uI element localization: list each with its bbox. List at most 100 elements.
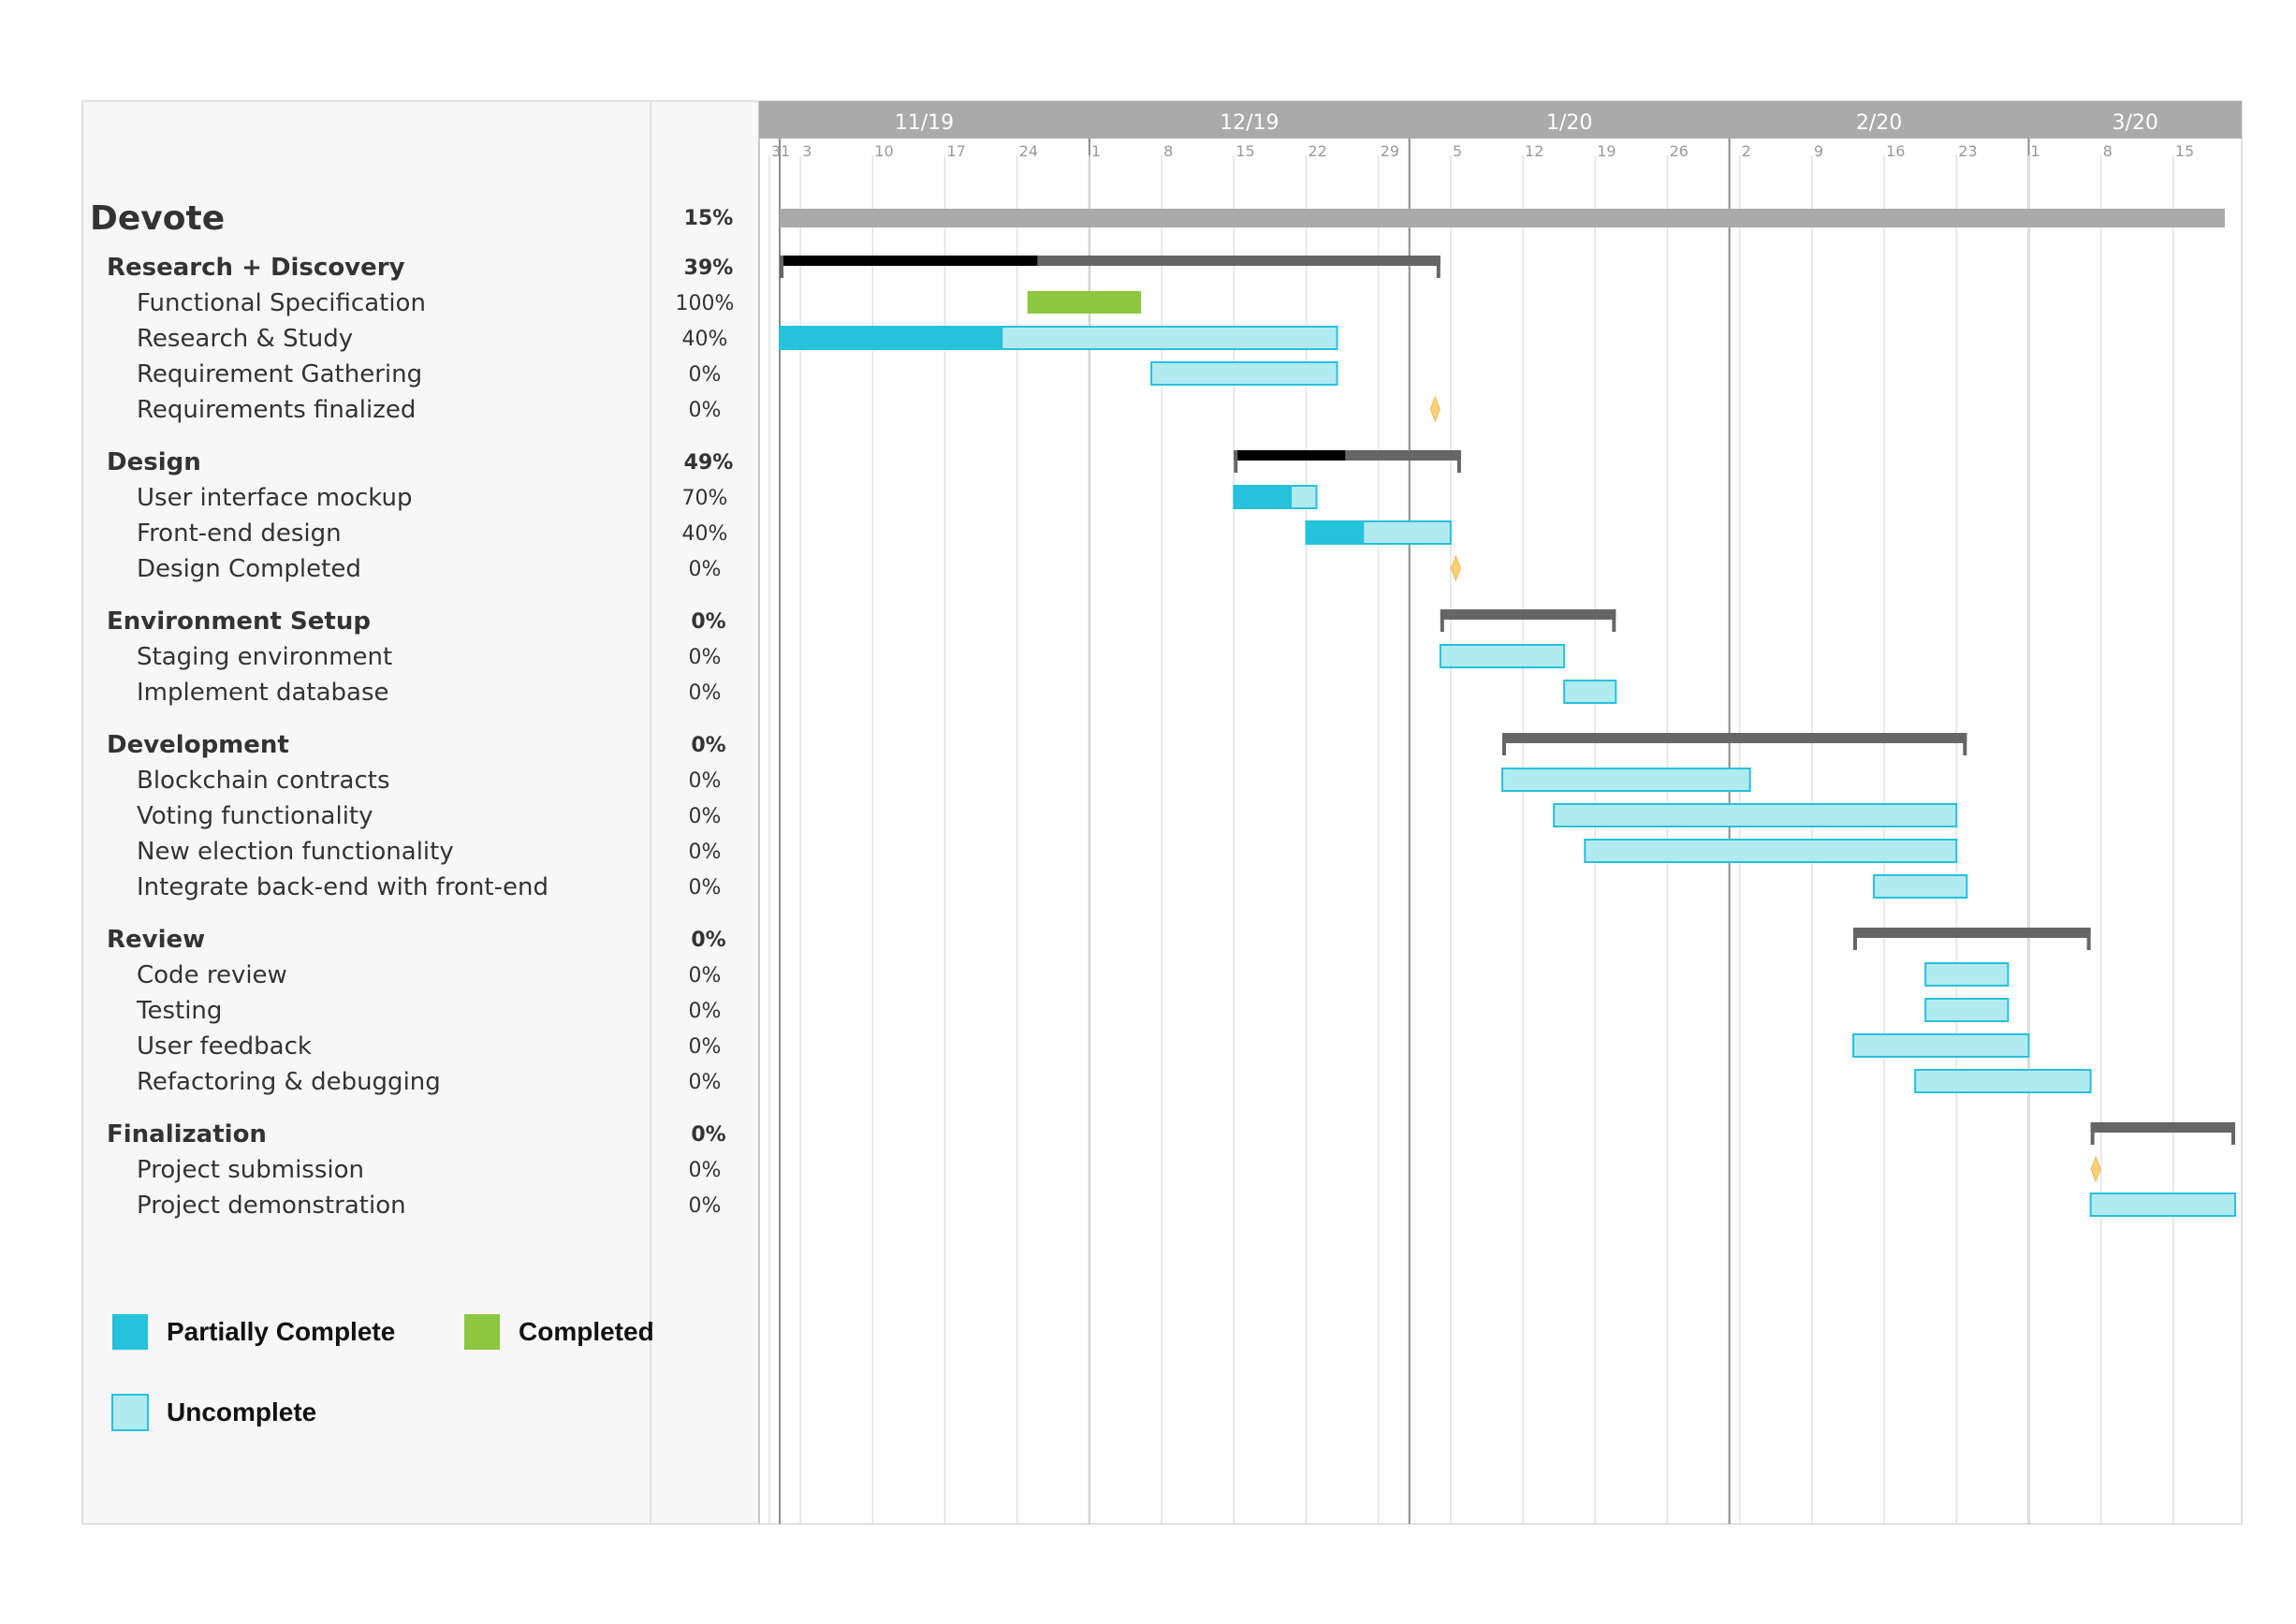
task-progress: 0%: [689, 1035, 722, 1059]
task-label: Project demonstration: [137, 1192, 406, 1220]
legend-swatch: [112, 1314, 148, 1350]
legend-label: Partially Complete: [167, 1317, 395, 1346]
task-bar: [1563, 680, 1617, 704]
week-tick-label: 26: [1669, 142, 1688, 160]
legend-label: Uncomplete: [167, 1397, 316, 1426]
week-tick-label: 12: [1525, 142, 1543, 160]
task-label: Front-end design: [137, 519, 342, 548]
task-progress: 0%: [689, 399, 722, 422]
week-tick-label: 8: [1163, 142, 1173, 160]
week-tick-label: 16: [1886, 142, 1905, 160]
group-summary-bar: [1234, 450, 1461, 461]
month-label: 1/20: [1546, 111, 1592, 135]
month-header-bar: [759, 101, 2242, 139]
task-label: Voting functionality: [137, 802, 373, 830]
task-label: Testing: [136, 997, 222, 1025]
milestone-marker: [2090, 1155, 2101, 1183]
group-bar-end-cap: [1436, 256, 1440, 278]
task-label: Implement database: [137, 679, 389, 707]
task-progress: 0%: [689, 1159, 722, 1182]
week-tick-label: 31: [771, 142, 790, 160]
group-summary-bar: [2090, 1122, 2235, 1133]
task-label: User feedback: [137, 1032, 312, 1061]
week-tick-label: 1: [2030, 142, 2040, 160]
group-bar-end-cap: [1963, 733, 1967, 755]
task-bar: [1501, 768, 1751, 792]
task-progress: 0%: [689, 964, 722, 988]
task-label: Functional Specification: [137, 289, 426, 317]
group-summary-bar: [1502, 733, 1967, 743]
task-bar: [1553, 803, 1958, 827]
task-progress: 0%: [689, 1071, 722, 1094]
task-bar: [1851, 1033, 2030, 1058]
project-summary-bar: [780, 209, 2225, 227]
task-label: User interface mockup: [137, 484, 413, 512]
task-bar: [1150, 361, 1338, 386]
task-progress: 0%: [689, 1000, 722, 1023]
project-progress: 15%: [684, 207, 734, 230]
group-bar-end-cap: [2231, 1122, 2235, 1145]
group-label: Finalization: [107, 1120, 267, 1149]
task-bar: [1924, 962, 2010, 987]
task-progress: 40%: [682, 522, 728, 546]
task-label: Requirements finalized: [137, 396, 416, 424]
week-tick-label: 9: [1814, 142, 1823, 160]
task-bar-progress: [1234, 486, 1293, 508]
legend-swatch: [111, 1394, 149, 1431]
task-bar-completed: [1027, 291, 1142, 314]
task-label: Design Completed: [137, 555, 361, 583]
week-tick-label: 5: [1453, 142, 1462, 160]
week-tick-label: 17: [946, 142, 965, 160]
task-label: Blockchain contracts: [137, 767, 390, 795]
milestone-marker: [1450, 554, 1461, 582]
task-bar: [1584, 839, 1958, 863]
task-progress: 40%: [682, 328, 728, 351]
week-tick-label: 3: [802, 142, 812, 160]
group-progress-bar: [780, 256, 1038, 266]
task-bar-progress: [1306, 521, 1365, 544]
task-bars: [779, 209, 2237, 1217]
week-tick-label: 24: [1019, 142, 1038, 160]
month-label: 3/20: [2113, 111, 2158, 135]
task-label: Code review: [137, 961, 287, 989]
task-label: New election functionality: [137, 838, 454, 866]
week-tick-label: 29: [1381, 142, 1399, 160]
month-label: 12/19: [1220, 111, 1279, 135]
task-progress: 0%: [689, 646, 722, 669]
task-bar: [2089, 1192, 2237, 1217]
group-progress: 0%: [691, 1123, 725, 1147]
week-tick-label: 22: [1308, 142, 1326, 160]
task-bar: [1873, 874, 1968, 899]
week-tick-label: 8: [2103, 142, 2113, 160]
label-panel: [81, 100, 760, 1525]
month-label: 2/20: [1856, 111, 1902, 135]
task-progress: 0%: [689, 363, 722, 387]
group-bar-start-cap: [1502, 733, 1506, 755]
task-bar: [1924, 998, 2010, 1022]
group-label: Design: [107, 448, 201, 476]
week-tick-label: 15: [1236, 142, 1254, 160]
group-bar-end-cap: [1612, 609, 1616, 632]
task-label: Staging environment: [137, 643, 392, 671]
task-progress: 0%: [689, 558, 722, 581]
group-bar-end-cap: [1456, 450, 1461, 473]
task-progress: 0%: [689, 681, 722, 705]
task-bar: [1439, 644, 1566, 668]
legend-swatch: [464, 1314, 500, 1350]
task-progress: 0%: [689, 805, 722, 828]
week-tick-label: 2: [1742, 142, 1751, 160]
group-bar-start-cap: [780, 256, 784, 278]
task-progress: 0%: [689, 841, 722, 864]
week-tick-label: 19: [1597, 142, 1616, 160]
week-tick-label: 15: [2175, 142, 2194, 160]
group-progress: 49%: [684, 451, 734, 475]
group-summary-bar: [1440, 609, 1616, 620]
task-progress: 0%: [689, 876, 722, 900]
timeline-panel: [758, 100, 2243, 1525]
group-label: Environment Setup: [107, 607, 371, 636]
group-progress: 0%: [691, 734, 725, 757]
group-bar-end-cap: [2086, 928, 2091, 950]
group-bar-start-cap: [1234, 450, 1238, 473]
task-labels: Devote 15% Research + Discovery 39% Function…: [90, 199, 734, 1220]
